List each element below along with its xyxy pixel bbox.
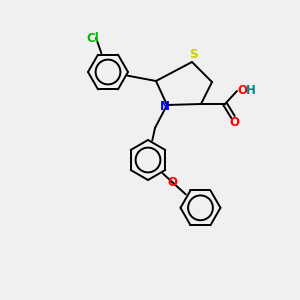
Text: O: O	[237, 83, 247, 97]
Text: O: O	[167, 176, 177, 189]
Text: Cl: Cl	[87, 32, 99, 44]
Text: S: S	[189, 49, 197, 62]
Text: H: H	[246, 83, 256, 97]
Text: O: O	[229, 116, 239, 128]
Text: N: N	[160, 100, 170, 112]
